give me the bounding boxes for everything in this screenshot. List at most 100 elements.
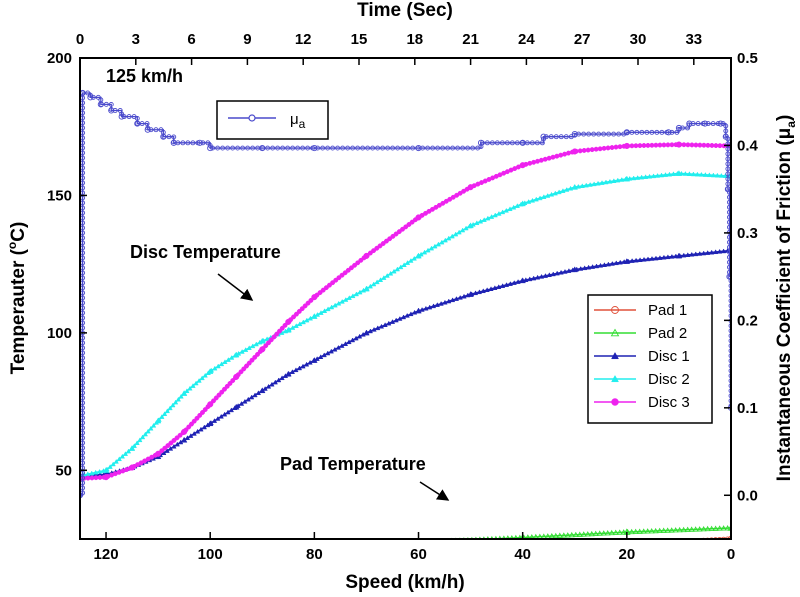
series-marker xyxy=(290,544,294,548)
series-marker xyxy=(701,250,707,256)
series-marker xyxy=(646,173,653,179)
series-marker xyxy=(728,328,731,334)
series-marker xyxy=(274,557,278,561)
series-marker xyxy=(548,134,554,140)
data-point xyxy=(726,273,731,280)
data-point xyxy=(77,544,83,549)
series-marker xyxy=(489,140,495,146)
series-marker xyxy=(485,215,491,221)
series-marker xyxy=(386,541,390,545)
series-marker xyxy=(511,204,517,210)
series-marker xyxy=(685,142,691,148)
series-marker xyxy=(161,411,168,416)
data-point xyxy=(285,370,292,377)
series-marker xyxy=(419,307,425,312)
series-marker xyxy=(550,271,556,277)
series-marker xyxy=(350,542,354,546)
series-marker xyxy=(484,287,490,293)
series-marker xyxy=(442,552,446,556)
series-marker xyxy=(234,558,238,562)
series-marker xyxy=(270,557,274,561)
series-marker xyxy=(186,545,190,549)
series-marker xyxy=(589,147,595,153)
series-marker xyxy=(374,555,378,559)
series-marker xyxy=(171,134,177,140)
series-marker xyxy=(199,375,205,381)
series-marker xyxy=(298,557,302,561)
series-marker xyxy=(250,544,254,548)
series-marker xyxy=(187,385,193,391)
series-marker xyxy=(138,558,142,562)
series-marker xyxy=(591,131,597,137)
series-marker xyxy=(662,172,669,177)
series-marker xyxy=(599,180,605,185)
series-marker xyxy=(503,282,510,287)
series-marker xyxy=(290,325,296,330)
y2-tick-label: 0.5 xyxy=(737,50,758,67)
series-marker xyxy=(560,532,567,538)
x-top-axis-title: Time (Sec) xyxy=(357,0,453,21)
series-marker xyxy=(242,544,246,548)
y2-tick-label: 0.3 xyxy=(737,225,758,242)
series-marker xyxy=(494,140,500,146)
series-marker xyxy=(728,383,731,389)
series-marker xyxy=(304,317,310,323)
series-marker xyxy=(315,145,321,151)
series-marker xyxy=(154,545,158,549)
series-marker xyxy=(112,108,118,113)
series-marker xyxy=(725,136,731,142)
series-marker xyxy=(286,557,290,561)
series-marker xyxy=(434,552,438,556)
series-marker xyxy=(474,550,478,554)
data-point xyxy=(519,533,526,539)
series-marker xyxy=(606,131,612,137)
series-marker xyxy=(728,348,731,354)
series-marker xyxy=(499,140,505,146)
series-marker xyxy=(93,469,99,475)
series-marker xyxy=(325,145,331,151)
series-marker xyxy=(108,101,114,107)
series-marker xyxy=(529,140,535,146)
data-point xyxy=(311,294,318,301)
x-tick-label: 80 xyxy=(306,546,323,563)
series-marker xyxy=(226,544,230,548)
series-marker xyxy=(653,255,659,261)
series-marker xyxy=(262,544,266,548)
series-marker xyxy=(525,534,531,539)
series-marker xyxy=(669,129,675,135)
series-marker xyxy=(564,187,570,192)
series-marker xyxy=(226,558,230,562)
series-marker xyxy=(342,341,349,346)
data-point xyxy=(102,474,110,481)
series-marker xyxy=(378,541,382,545)
series-marker xyxy=(666,171,673,177)
x-tick-label: 60 xyxy=(410,546,427,563)
series-marker xyxy=(720,525,727,531)
series-marker xyxy=(348,265,354,271)
series-marker xyxy=(89,475,95,481)
series-marker xyxy=(492,212,498,218)
series-marker xyxy=(367,250,373,256)
series-marker xyxy=(258,557,262,561)
series-marker xyxy=(148,425,154,431)
series-marker xyxy=(726,239,731,245)
series-marker xyxy=(78,545,82,549)
series-marker xyxy=(609,260,615,266)
series-marker xyxy=(669,540,673,544)
legend-label: Disc 2 xyxy=(648,371,690,388)
series-disc-2 xyxy=(80,170,731,479)
series-marker xyxy=(601,131,607,137)
data-point xyxy=(285,318,292,325)
series-marker xyxy=(665,540,669,544)
series-marker xyxy=(93,475,99,481)
series-marker xyxy=(550,546,554,550)
series-marker xyxy=(90,94,96,100)
series-marker xyxy=(642,174,649,179)
series-marker xyxy=(440,145,446,151)
series-marker xyxy=(470,550,474,554)
series-marker xyxy=(172,399,179,405)
plot-frame xyxy=(79,57,732,540)
series-marker xyxy=(352,262,358,268)
series-marker xyxy=(511,280,517,285)
series-marker xyxy=(410,540,414,544)
